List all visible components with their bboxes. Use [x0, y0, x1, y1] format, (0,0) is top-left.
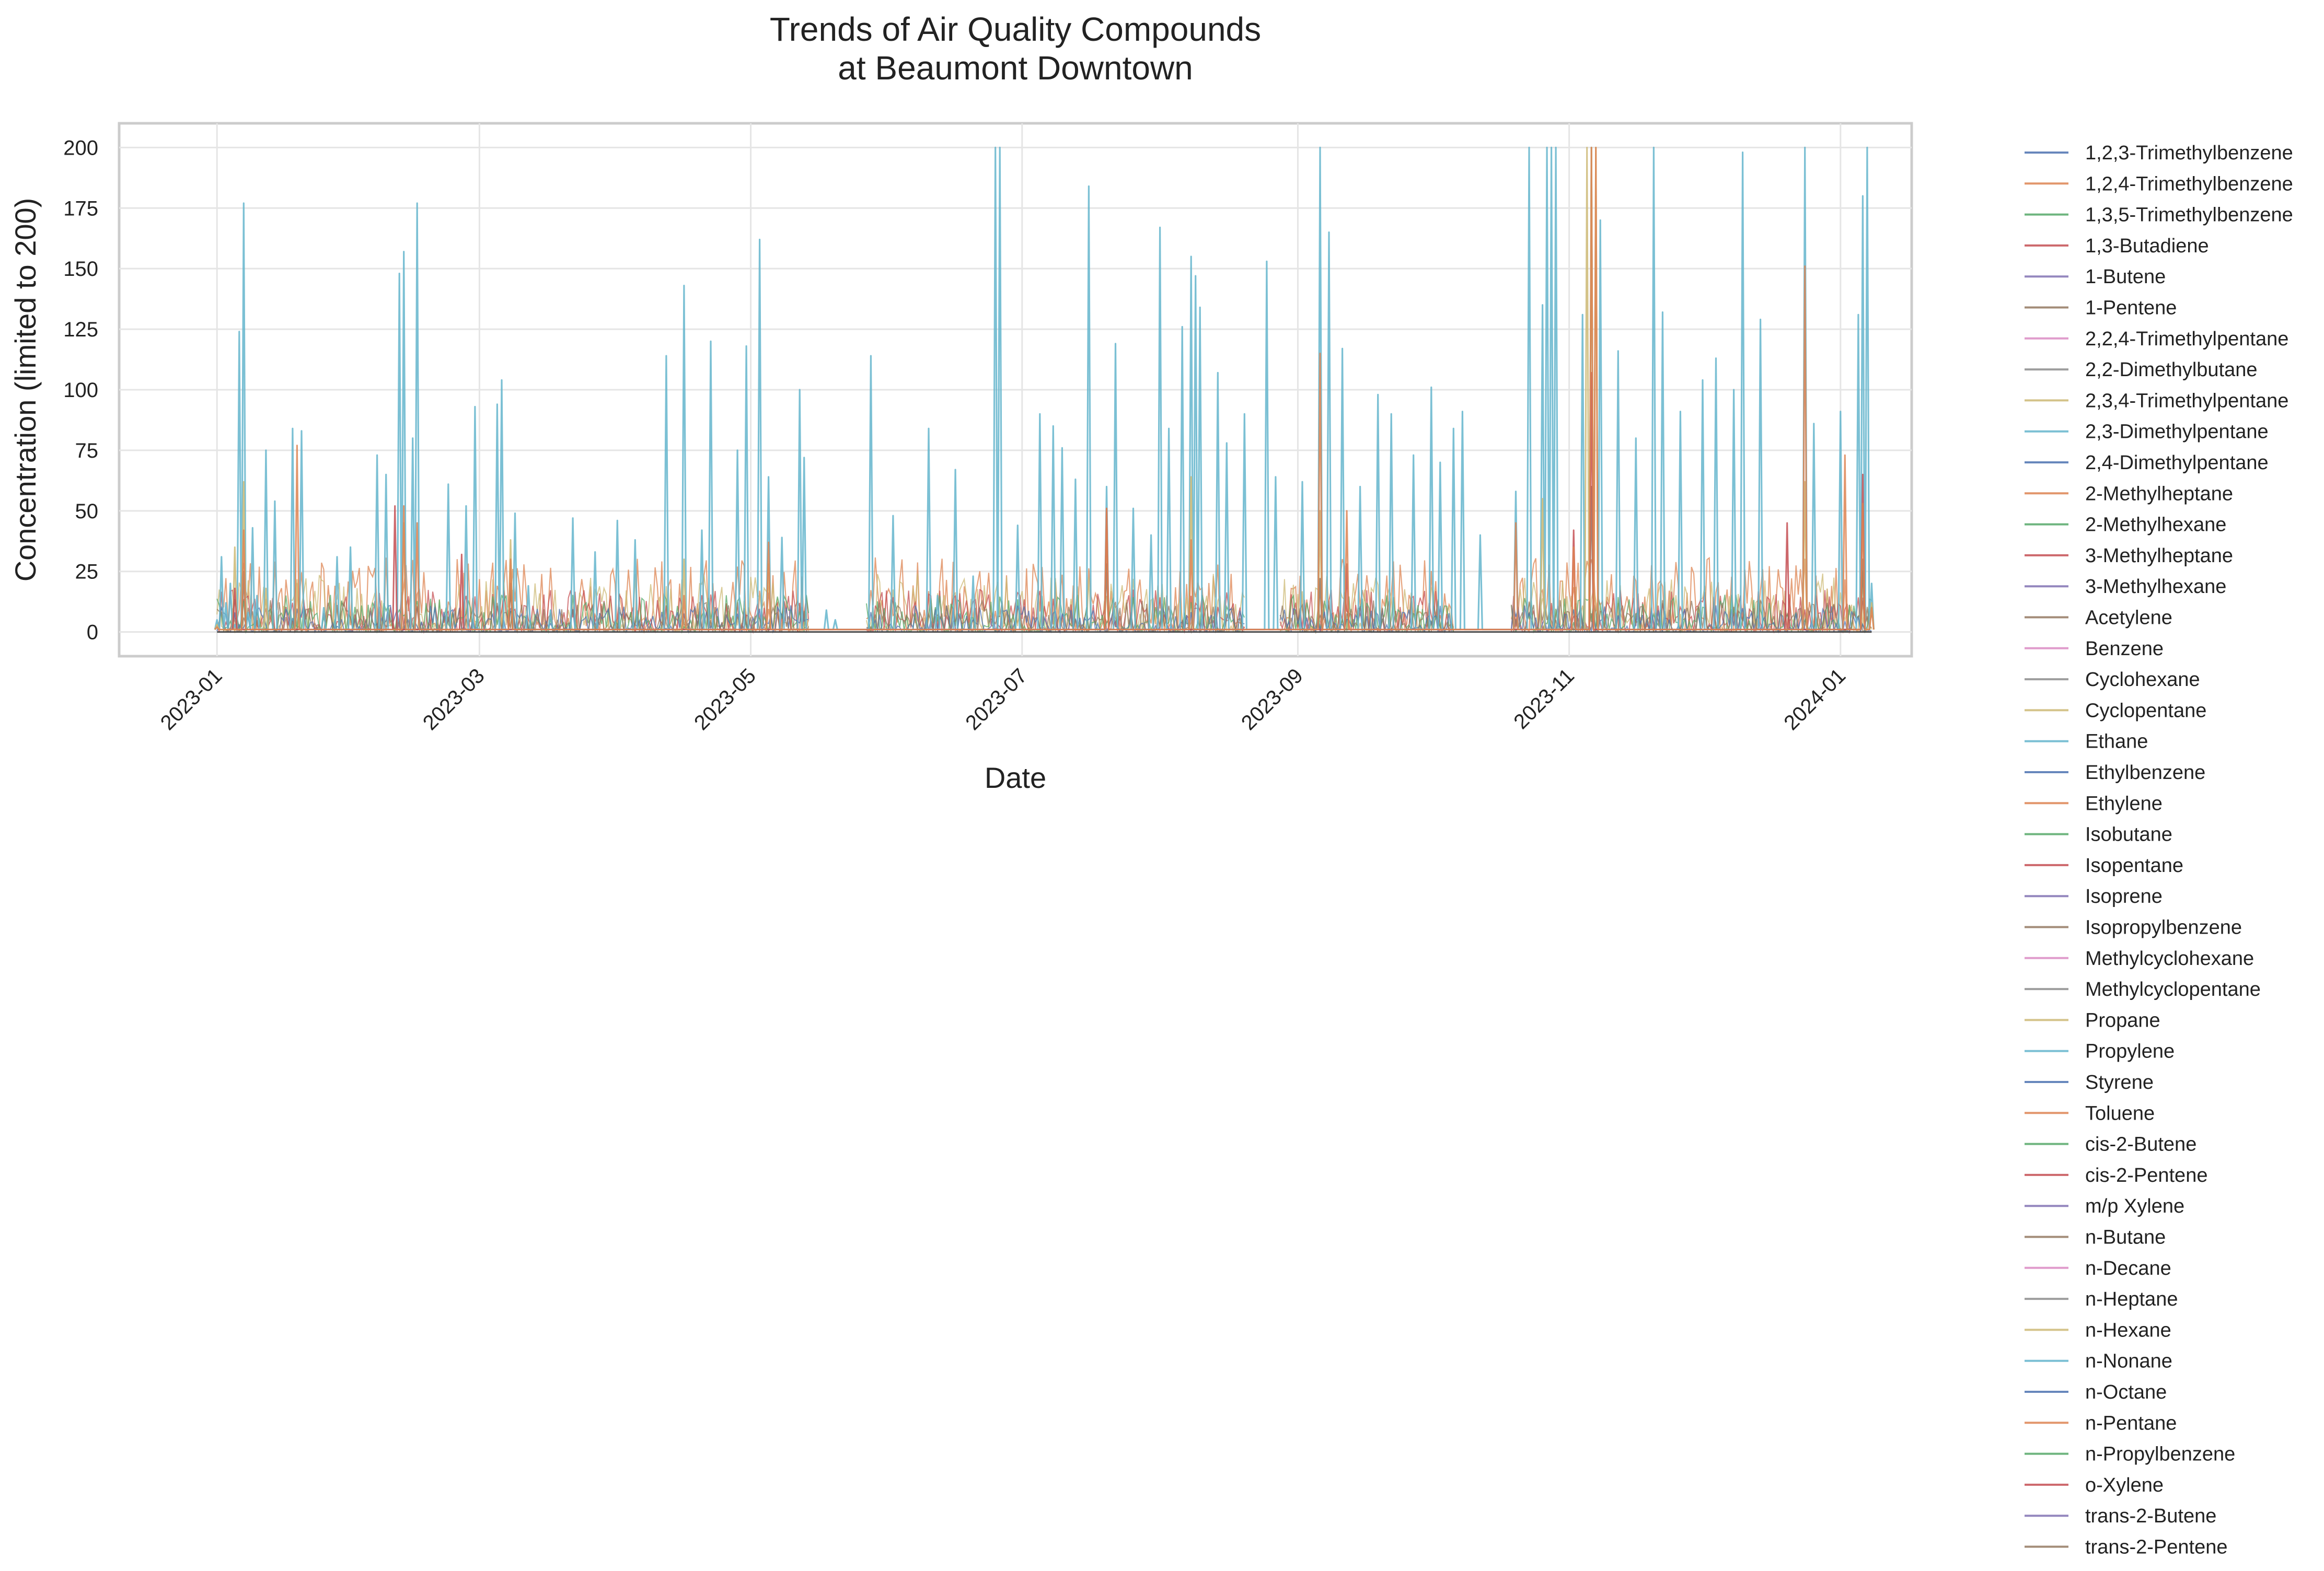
- legend-entry: Cyclopentane: [2085, 700, 2206, 722]
- legend-entry: trans-2-Butene: [2085, 1505, 2216, 1527]
- legend-entry: Cyclohexane: [2085, 669, 2200, 691]
- x-tick-label: 2024-01: [1779, 664, 1850, 735]
- legend-entry: Ethylene: [2085, 793, 2163, 814]
- legend-entry: n-Heptane: [2085, 1288, 2178, 1310]
- legend-entry: Isoprene: [2085, 886, 2163, 907]
- legend-entry: 2,3-Dimethylpentane: [2085, 421, 2269, 443]
- legend-entry: Toluene: [2085, 1102, 2155, 1124]
- legend-entry: n-Propylbenzene: [2085, 1444, 2235, 1465]
- legend-entry: Methylcyclopentane: [2085, 979, 2261, 1000]
- legend-entry: Propylene: [2085, 1041, 2175, 1063]
- y-axis-ticks: 0 25 50 75 100 125 150 175 200: [63, 136, 98, 644]
- y-tick-label: 50: [75, 500, 99, 523]
- x-axis-ticks: 2023-01 2023-03 2023-05 2023-07 2023-09 2023-…: [156, 664, 1850, 735]
- legend-entry: n-Pentane: [2085, 1412, 2177, 1434]
- legend-entry: 1,3-Butadiene: [2085, 235, 2209, 257]
- series-line-isopentane: [232, 372, 1866, 631]
- legend-entry: cis-2-Butene: [2085, 1134, 2196, 1156]
- legend-entry: Isopropylbenzene: [2085, 917, 2242, 939]
- series-line-ethylene: [214, 146, 1875, 631]
- legend-entry: 2,3,4-Trimethylpentane: [2085, 390, 2288, 412]
- legend-entry: cis-2-Pentene: [2085, 1165, 2207, 1186]
- y-tick-label: 200: [63, 136, 98, 159]
- y-tick-label: 175: [63, 197, 98, 220]
- legend-entry: o-Xylene: [2085, 1474, 2164, 1496]
- x-tick-label: 2023-03: [419, 664, 489, 735]
- legend-entry: 2,2,4-Trimethylpentane: [2085, 328, 2288, 350]
- legend-entry: 1,2,3-Trimethylbenzene: [2085, 142, 2293, 164]
- legend-entry: 1-Pentene: [2085, 297, 2177, 319]
- series-lines: [214, 146, 1875, 633]
- legend-entry: 2,2-Dimethylbutane: [2085, 359, 2258, 381]
- legend-entry: Styrene: [2085, 1072, 2154, 1093]
- x-axis-title: Date: [985, 761, 1046, 794]
- legend-entry: n-Octane: [2085, 1381, 2167, 1403]
- legend-entry: Acetylene: [2085, 607, 2172, 629]
- legend-entry: n-Nonane: [2085, 1351, 2172, 1372]
- legend-entry: 1-Butene: [2085, 266, 2166, 288]
- legend-entry: 2,4-Dimethylpentane: [2085, 452, 2269, 474]
- legend-entry: m/p Xylene: [2085, 1195, 2184, 1217]
- y-tick-label: 100: [63, 379, 98, 402]
- legend-entry: Ethane: [2085, 731, 2148, 753]
- legend-entry: Isopentane: [2085, 855, 2183, 877]
- x-tick-label: 2023-07: [961, 664, 1032, 735]
- y-axis-title: Concentration (limited to 200): [9, 198, 42, 582]
- legend-entry: 1,2,4-Trimethylbenzene: [2085, 173, 2293, 195]
- legend: 1,2,3-Trimethylbenzene 1,2,4-Trimethylben…: [2025, 142, 2293, 1558]
- y-tick-label: 125: [63, 318, 98, 341]
- legend-entry: trans-2-Pentene: [2085, 1537, 2228, 1558]
- y-tick-label: 75: [75, 439, 99, 462]
- legend-entry: Benzene: [2085, 638, 2164, 660]
- legend-entry: n-Hexane: [2085, 1319, 2171, 1341]
- x-tick-label: 2023-05: [690, 664, 760, 735]
- legend-entry: Methylcyclohexane: [2085, 948, 2254, 970]
- x-tick-label: 2023-01: [156, 664, 227, 735]
- legend-entry: Ethylbenzene: [2085, 762, 2205, 784]
- legend-entry: 1,3,5-Trimethylbenzene: [2085, 204, 2293, 226]
- x-tick-label: 2023-11: [1509, 664, 1579, 734]
- legend-entry: Isobutane: [2085, 824, 2172, 846]
- legend-entry: 3-Methylheptane: [2085, 545, 2233, 567]
- y-tick-label: 150: [63, 258, 98, 281]
- legend-entry: 3-Methylhexane: [2085, 576, 2226, 598]
- legend-entry: n-Butane: [2085, 1227, 2166, 1249]
- legend-entry: 2-Methylheptane: [2085, 483, 2233, 505]
- legend-entry: n-Decane: [2085, 1258, 2171, 1279]
- y-tick-label: 0: [87, 621, 98, 644]
- legend-entry: Propane: [2085, 1009, 2160, 1031]
- y-tick-label: 25: [75, 561, 99, 584]
- chart-title-line-2: at Beaumont Downtown: [838, 49, 1193, 87]
- legend-entry: 2-Methylhexane: [2085, 514, 2226, 536]
- chart-title-line-1: Trends of Air Quality Compounds: [770, 10, 1261, 48]
- x-tick-label: 2023-09: [1237, 664, 1308, 735]
